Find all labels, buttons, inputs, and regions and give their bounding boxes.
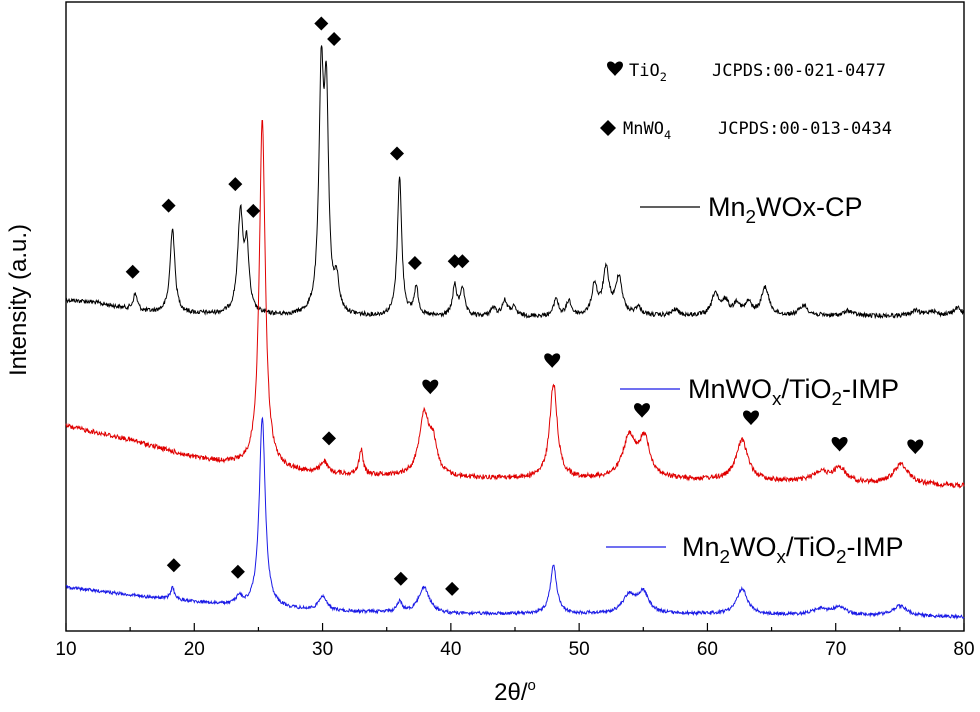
- heart-marker: [831, 436, 848, 452]
- series-curves: [65, 45, 965, 620]
- x-tick-label-80: 80: [953, 639, 974, 660]
- diamond-marker: [246, 203, 261, 218]
- diamond-marker: [327, 32, 342, 46]
- diamond-marker: [314, 16, 329, 31]
- diamond-marker: [390, 146, 404, 161]
- series-line-mn2wox-cp: [65, 45, 965, 320]
- heart-marker: [743, 410, 759, 426]
- heart-marker: [544, 353, 561, 368]
- reference-phase-mnwo4: MnWO4: [623, 119, 671, 142]
- peak-markers: [125, 16, 924, 596]
- series-line-mnwox-tio2-imp: [65, 120, 965, 489]
- heart-icon: [607, 61, 623, 76]
- diamond-marker: [166, 558, 181, 573]
- series-line-mn2wox-tio2-imp: [65, 416, 965, 620]
- diamond-icon: [600, 120, 616, 136]
- reference-code-tio2: JCPDS:00-021-0477: [712, 61, 886, 81]
- diamond-marker: [445, 581, 460, 596]
- x-tick-label-60: 60: [697, 639, 718, 660]
- diamond-marker: [407, 256, 422, 270]
- x-axis: 10 20 30 40 50 60 70 80: [55, 623, 975, 660]
- reference-entry-mnwo4: MnWO4 JCPDS:00-013-0434: [600, 119, 892, 142]
- x-tick-label-20: 20: [184, 639, 205, 660]
- reference-phase-tio2: TiO2: [629, 61, 667, 84]
- diamond-marker: [455, 254, 470, 269]
- y-axis-label: Intensity (a.u.): [5, 224, 32, 376]
- heart-marker: [907, 439, 924, 455]
- x-axis-label: 2θ/o: [494, 677, 536, 706]
- diamond-marker: [230, 564, 245, 579]
- x-tick-label-40: 40: [440, 639, 461, 660]
- diamond-marker: [322, 431, 336, 446]
- x-tick-label-70: 70: [825, 639, 846, 660]
- reference-entry-tio2: TiO2 JCPDS:00-021-0477: [607, 61, 886, 84]
- series-legend: Mn2WOx-CP MnWOx/TiO2-IMP Mn2WOx/TiO2-IMP: [606, 192, 904, 568]
- x-tick-label-10: 10: [55, 639, 76, 660]
- diamond-marker: [161, 198, 176, 213]
- heart-marker: [634, 403, 650, 418]
- legend-label-mnwox-tio2-imp: MnWOx/TiO2-IMP: [688, 374, 899, 410]
- legend-label-mn2wox-cp: Mn2WOx-CP: [708, 192, 863, 228]
- x-tick-label-50: 50: [569, 639, 590, 660]
- reference-legend: TiO2 JCPDS:00-021-0477 MnWO4 JCPDS:00-01…: [600, 61, 892, 142]
- heart-marker: [422, 379, 439, 395]
- diamond-marker: [125, 264, 140, 279]
- x-tick-label-30: 30: [312, 639, 333, 660]
- legend-label-mn2wox-tio2-imp: Mn2WOx/TiO2-IMP: [682, 532, 904, 568]
- diamond-marker: [228, 177, 243, 192]
- reference-code-mnwo4: JCPDS:00-013-0434: [718, 119, 892, 139]
- diamond-marker: [393, 571, 408, 586]
- diamond-marker: [447, 254, 462, 269]
